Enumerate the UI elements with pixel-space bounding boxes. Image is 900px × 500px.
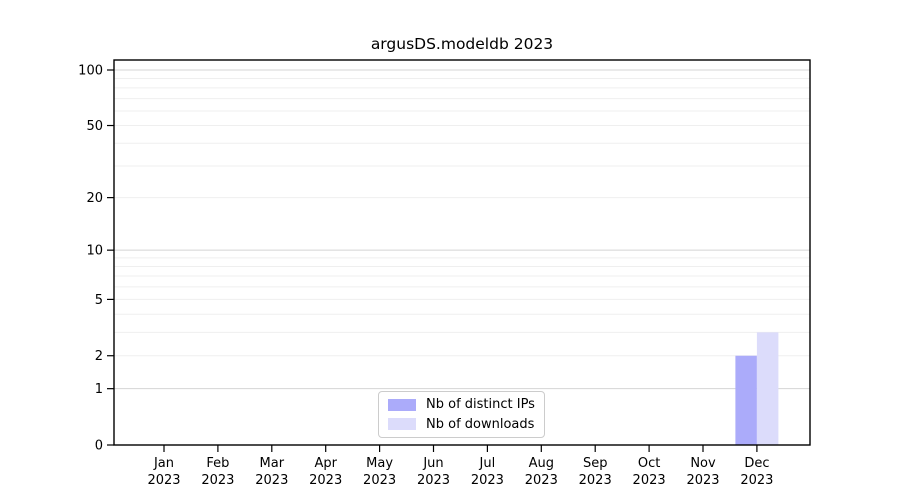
x-tick-label-may: May 2023 bbox=[363, 456, 396, 488]
y-tick-label-0: 0 bbox=[95, 439, 103, 454]
x-tick-label-jun: Jun 2023 bbox=[417, 456, 450, 488]
x-tick-label-oct: Oct 2023 bbox=[633, 456, 666, 488]
y-tick-label-2: 2 bbox=[95, 349, 103, 364]
chart-title: argusDS.modeldb 2023 bbox=[370, 35, 554, 53]
legend-label-distinct-ips: Nb of distinct IPs bbox=[426, 397, 535, 413]
x-tick-label-nov: Nov 2023 bbox=[686, 456, 719, 488]
x-tick-label-dec: Dec 2023 bbox=[740, 456, 773, 488]
y-tick-label-50: 50 bbox=[86, 119, 103, 134]
y-tick-label-20: 20 bbox=[86, 191, 103, 206]
legend-item-distinct-ips: Nb of distinct IPs bbox=[388, 396, 535, 414]
x-tick-label-aug: Aug 2023 bbox=[525, 456, 558, 488]
y-tick-label-10: 10 bbox=[86, 244, 103, 259]
bar-nb-of-distinct-ips-dec bbox=[735, 355, 757, 445]
legend-label-downloads: Nb of downloads bbox=[426, 416, 535, 432]
y-tick-label-100: 100 bbox=[78, 64, 103, 79]
plot-border bbox=[113, 59, 811, 446]
bar-nb-of-downloads-dec bbox=[756, 332, 779, 445]
x-tick-label-mar: Mar 2023 bbox=[255, 456, 288, 488]
y-tick-label-5: 5 bbox=[95, 293, 103, 308]
x-tick-label-jan: Jan 2023 bbox=[147, 456, 180, 488]
legend-swatch-downloads bbox=[388, 418, 416, 431]
x-tick-label-apr: Apr 2023 bbox=[309, 456, 342, 488]
legend: Nb of distinct IPs Nb of downloads bbox=[378, 391, 545, 438]
legend-swatch-distinct-ips bbox=[388, 398, 416, 411]
y-tick-label-1: 1 bbox=[95, 382, 103, 397]
legend-item-downloads: Nb of downloads bbox=[388, 416, 535, 434]
x-tick-label-feb: Feb 2023 bbox=[201, 456, 234, 488]
x-tick-label-sep: Sep 2023 bbox=[579, 456, 612, 488]
x-tick-label-jul: Jul 2023 bbox=[471, 456, 504, 488]
